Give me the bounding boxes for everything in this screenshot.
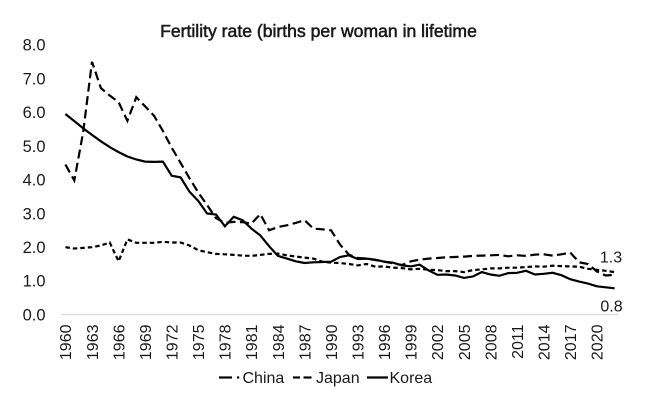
svg-text:1987: 1987: [297, 324, 314, 360]
svg-text:Korea: Korea: [390, 370, 433, 387]
svg-text:8.0: 8.0: [23, 37, 46, 55]
svg-text:2008: 2008: [483, 324, 500, 360]
svg-text:2011: 2011: [510, 324, 527, 359]
svg-text:1.0: 1.0: [23, 273, 46, 291]
svg-text:2020: 2020: [590, 324, 607, 360]
svg-text:4.0: 4.0: [23, 172, 46, 190]
svg-text:1981: 1981: [244, 324, 261, 360]
svg-text:Fertility rate (births per wom: Fertility rate (births per woman in life…: [160, 21, 477, 41]
svg-text:1990: 1990: [324, 324, 341, 360]
svg-text:1972: 1972: [165, 324, 182, 360]
svg-text:2014: 2014: [537, 324, 554, 360]
svg-text:1963: 1963: [85, 324, 102, 360]
svg-text:1966: 1966: [111, 324, 128, 360]
svg-text:1960: 1960: [58, 324, 75, 360]
svg-text:China: China: [243, 370, 285, 387]
svg-text:0.8: 0.8: [600, 299, 622, 316]
svg-text:2.0: 2.0: [23, 239, 46, 257]
svg-text:1999: 1999: [404, 324, 421, 360]
svg-text:2005: 2005: [457, 324, 474, 360]
svg-text:2002: 2002: [430, 324, 447, 360]
svg-text:7.0: 7.0: [23, 70, 46, 88]
svg-text:1993: 1993: [351, 324, 368, 360]
svg-text:1969: 1969: [138, 324, 155, 360]
svg-text:1984: 1984: [271, 324, 288, 360]
svg-text:2017: 2017: [563, 324, 580, 360]
svg-text:1975: 1975: [191, 324, 208, 360]
svg-text:0.0: 0.0: [23, 306, 46, 324]
svg-text:Japan: Japan: [316, 370, 360, 387]
svg-text:1.3: 1.3: [600, 250, 622, 267]
svg-text:6.0: 6.0: [23, 104, 46, 122]
svg-text:3.0: 3.0: [23, 205, 46, 223]
svg-text:1996: 1996: [377, 324, 394, 360]
svg-text:5.0: 5.0: [23, 138, 46, 156]
svg-text:1978: 1978: [218, 324, 235, 360]
